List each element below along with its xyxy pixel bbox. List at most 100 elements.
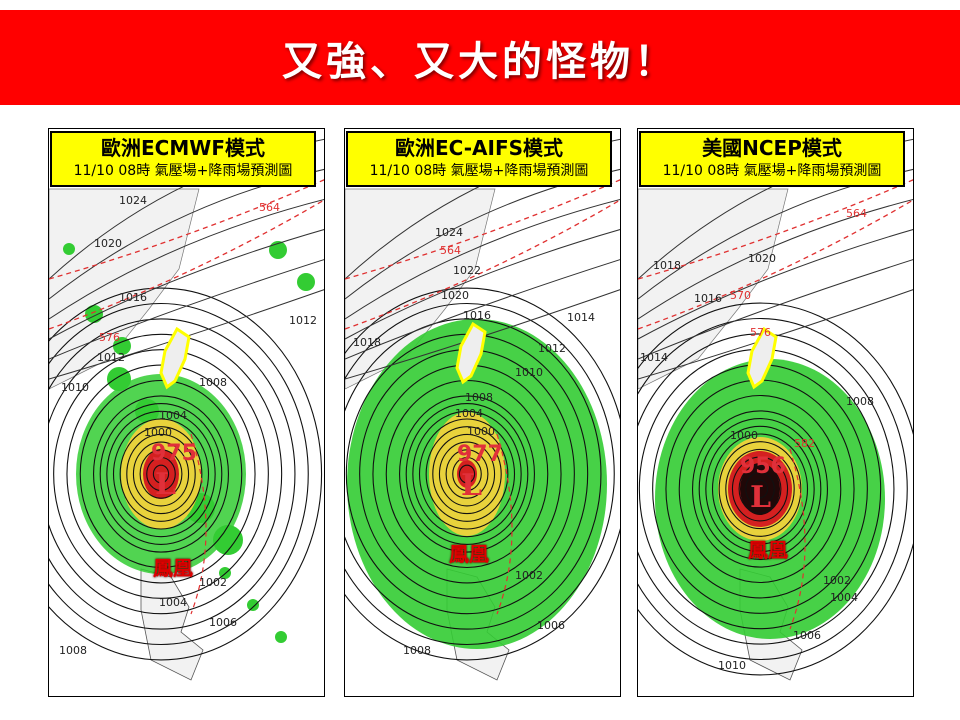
isobar <box>49 333 283 615</box>
isobar <box>345 318 602 630</box>
isobar-label: 1002 <box>823 574 851 587</box>
isobar-label: 1012 <box>97 351 125 364</box>
isobar-label: 1000 <box>144 426 172 439</box>
isobar <box>345 303 615 645</box>
isobar-label: 1006 <box>537 619 565 632</box>
panel-header: 歐洲ECMWF模式 11/10 08時 氣壓場+降雨場預測圖 <box>50 131 316 187</box>
isobar <box>418 418 516 530</box>
map-panel-ec-aifs: 歐洲EC-AIFS模式 11/10 08時 氣壓場+降雨場預測圖 977 L 鳳… <box>344 128 621 697</box>
isobar <box>49 287 323 661</box>
isobar-label: 1024 <box>119 194 147 207</box>
isobar-label: 1020 <box>748 252 776 265</box>
isobar-label: 1002 <box>199 576 227 589</box>
isobar-label: 1022 <box>453 264 481 277</box>
rain-patch <box>107 367 131 391</box>
isobar-label: 1020 <box>94 237 122 250</box>
isobar <box>132 441 190 507</box>
isobar <box>99 403 223 545</box>
isobar-label: 570 <box>730 289 751 302</box>
isobar-label: 1010 <box>61 381 89 394</box>
isobar-label: 1004 <box>159 409 187 422</box>
typhoon-name: 鳳凰 <box>153 556 193 580</box>
rain-patch <box>113 337 131 355</box>
rain-patch <box>85 305 103 323</box>
isobar-label: 1008 <box>403 644 431 657</box>
isobar <box>345 287 620 661</box>
isobar-label: 1008 <box>59 644 87 657</box>
map-subtitle: 11/10 08時 氣壓場+降雨場預測圖 <box>662 163 882 179</box>
isobar-northern <box>49 229 324 340</box>
isobar-label: 1000 <box>730 429 758 442</box>
isobar-northern <box>345 199 620 320</box>
isobar-label: 1016 <box>119 291 147 304</box>
isobar <box>445 449 489 499</box>
isobar-label: 1010 <box>718 659 746 672</box>
isobar-label: 1010 <box>515 366 543 379</box>
title-banner: 又強、又大的怪物！ <box>0 10 960 105</box>
isobar <box>432 433 502 515</box>
land-philippines <box>140 568 204 681</box>
low-pressure-symbol: L <box>750 480 772 515</box>
isobar-label: 1016 <box>694 292 722 305</box>
low-pressure-symbol: L <box>461 468 483 503</box>
panel-header: 歐洲EC-AIFS模式 11/10 08時 氣壓場+降雨場預測圖 <box>346 131 612 187</box>
rain-patch <box>135 399 159 423</box>
land-mainland <box>49 188 200 390</box>
isobar <box>126 433 196 515</box>
isobar <box>79 379 243 569</box>
isobar <box>731 456 789 522</box>
isobar-label: 1004 <box>159 596 187 609</box>
model-name: 歐洲EC-AIFS模式 <box>394 136 564 160</box>
isobar-label: 1018 <box>353 336 381 349</box>
typhoon-name: 鳳凰 <box>449 542 489 566</box>
map-panel-ncep: 美國NCEP模式 11/10 08時 氣壓場+降雨場預測圖 956 L 鳳凰 1… <box>637 128 914 697</box>
isobar <box>146 456 176 492</box>
height-contour <box>638 199 913 330</box>
height-contour <box>789 448 806 630</box>
isobar-label: 1018 <box>653 259 681 272</box>
isobar-northern <box>638 229 913 340</box>
isobar-label: 1012 <box>289 314 317 327</box>
isobar-label: 1014 <box>640 351 668 364</box>
low-pressure-symbol: L <box>155 467 177 502</box>
isobar <box>53 349 269 599</box>
isobar-label: 1024 <box>435 226 463 239</box>
taiwan-outline <box>746 326 778 390</box>
isobar <box>152 464 170 484</box>
panel-header: 美國NCEP模式 11/10 08時 氣壓場+降雨場預測圖 <box>639 131 905 187</box>
rain-patch <box>63 243 75 255</box>
isobar <box>725 448 795 530</box>
isobar-label: 1006 <box>209 616 237 629</box>
height-contour <box>638 179 913 280</box>
isobar <box>452 456 482 492</box>
rain-patch <box>247 599 259 611</box>
isobar-label: 1012 <box>538 342 566 355</box>
isobar <box>49 303 309 645</box>
isobar <box>738 464 782 514</box>
isobar <box>139 449 183 499</box>
center-pressure: 975 <box>151 441 197 466</box>
pressure-rain-map <box>638 138 913 681</box>
isobar <box>718 441 802 537</box>
isobar-label: 1014 <box>567 311 595 324</box>
map-panel-ecmwf: 歐洲ECMWF模式 11/10 08時 氣壓場+降雨場預測圖 975 L 鳳凰 … <box>48 128 325 697</box>
height-contour <box>345 179 620 280</box>
rain-patch <box>275 631 287 643</box>
isobar <box>745 471 775 507</box>
isobar-label: 564 <box>259 201 280 214</box>
isobar-label: 1020 <box>441 289 469 302</box>
rain-area-extreme <box>740 463 780 515</box>
isobar-northern <box>345 259 620 360</box>
isobar <box>711 433 809 545</box>
map-subtitle: 11/10 08時 氣壓場+降雨場預測圖 <box>73 163 293 179</box>
isobar-northern <box>49 259 324 360</box>
rain-patch <box>269 241 287 259</box>
height-contour <box>496 433 513 615</box>
isobar <box>692 410 828 568</box>
rain-patch <box>213 525 243 555</box>
isobar <box>119 426 203 522</box>
slide-title: 又強、又大的怪物！ <box>282 38 678 85</box>
pressure-rain-map <box>49 138 324 681</box>
isobar <box>405 403 529 545</box>
isobar <box>425 426 509 522</box>
